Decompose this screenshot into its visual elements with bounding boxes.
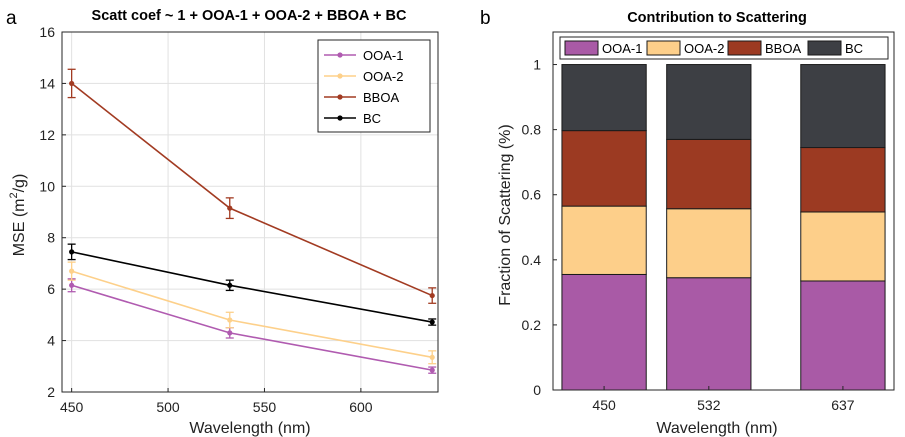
line-chart: Scatt coef ~ 1 + OOA-1 + OOA-2 + BBOA + … (8, 8, 439, 437)
data-point (429, 354, 435, 360)
legend-label: OOA-1 (602, 41, 642, 56)
y-tick-label: 12 (39, 127, 55, 143)
data-point (69, 282, 75, 288)
bar-segment-bc (800, 64, 886, 149)
series-line-ooa-2 (71, 270, 433, 359)
bar-segment-ooa-2 (561, 205, 647, 275)
bars-b (561, 64, 886, 391)
y-tick-label: 1 (533, 57, 541, 73)
legend-a: OOA-1 OOA-2 BBOA BC (317, 39, 431, 133)
legend-label: OOA-1 (363, 48, 403, 63)
legend-box (559, 36, 889, 60)
legend-swatch (564, 40, 599, 56)
y-tick-label: 0.8 (522, 122, 542, 138)
legend-swatch (727, 40, 762, 56)
legend-label: OOA-2 (363, 69, 403, 84)
bar-segment-bboa (800, 147, 886, 213)
bar-segment-ooa-1 (666, 277, 752, 391)
stacked-bar-chart: Contribution to Scattering Wavelength (n… (497, 10, 895, 437)
x-tick-label: 500 (156, 399, 180, 415)
chart-title-b: Contribution to Scattering (627, 10, 807, 26)
series-lines-a (67, 68, 437, 374)
axis-ticks-a: 450 500 550 600 2 4 6 8 10 12 14 16 (39, 24, 372, 415)
data-point (227, 282, 233, 288)
x-axis-label-b: Wavelength (nm) (656, 420, 777, 437)
bar-segment-ooa-2 (666, 208, 752, 279)
y-tick-label: 2 (47, 384, 55, 400)
y-tick-label: 0.2 (522, 317, 542, 333)
data-point (429, 367, 435, 373)
y-tick-label: 14 (39, 75, 55, 91)
plot-frame-b (552, 31, 895, 391)
data-point (429, 319, 435, 325)
y-tick-label: 0 (533, 382, 541, 398)
legend-swatch (807, 40, 842, 56)
legend-marker (337, 52, 343, 58)
x-axis-label-a: Wavelength (nm) (189, 420, 310, 437)
legend-label: BBOA (765, 41, 801, 56)
bar-segment-ooa-1 (561, 273, 647, 391)
bar-segment-bboa (666, 138, 752, 210)
legend-label: BC (363, 111, 381, 126)
y-tick-label: 10 (39, 178, 55, 194)
bar-segment-bboa (561, 130, 647, 207)
legend-marker (337, 115, 343, 121)
data-point (69, 268, 75, 274)
bar-segment-bc (561, 64, 647, 132)
legend-label: OOA-2 (684, 41, 724, 56)
legend-swatch (646, 40, 681, 56)
legend-marker (337, 73, 343, 79)
panel-label-b: b (480, 8, 491, 29)
legend-b: OOA-1 OOA-2 BBOA BC (559, 36, 889, 60)
data-point (69, 249, 75, 255)
y-tick-label: 0.6 (522, 187, 542, 203)
x-tick-label: 532 (697, 397, 721, 413)
x-tick-label: 600 (349, 399, 373, 415)
y-tick-label: 6 (47, 281, 55, 297)
data-point (69, 80, 75, 87)
y-tick-label: 0.4 (522, 252, 542, 268)
data-point (227, 317, 233, 323)
x-tick-label: 550 (253, 399, 277, 415)
x-tick-label: 450 (60, 399, 84, 415)
series-line-ooa-1 (71, 284, 433, 371)
data-point (227, 330, 233, 336)
chart-title-a: Scatt coef ~ 1 + OOA-1 + OOA-2 + BBOA + … (92, 8, 407, 24)
y-tick-label: 8 (47, 230, 55, 246)
y-axis-label-b: Fraction of Scattering (%) (497, 124, 514, 305)
plot-frame-a (61, 31, 439, 393)
bar-segment-ooa-1 (800, 280, 886, 391)
y-axis-label-a: MSE (m2/g) (8, 174, 28, 257)
bar-segment-ooa-2 (800, 211, 886, 282)
legend-label: BC (845, 41, 863, 56)
bar-segment-bc (666, 64, 752, 140)
y-tick-label: 16 (39, 24, 55, 40)
y-tick-label: 4 (47, 333, 55, 349)
x-tick-label: 637 (831, 397, 855, 413)
data-point (227, 205, 233, 211)
data-point (429, 292, 435, 299)
legend-marker (337, 94, 343, 100)
series-line-bc (71, 251, 433, 323)
panel-label-a: a (6, 8, 17, 29)
legend-label: BBOA (363, 90, 399, 105)
axis-ticks-b: 450 532 637 0 0.2 0.4 0.6 0.8 1 (522, 57, 855, 413)
x-tick-label: 450 (592, 397, 616, 413)
